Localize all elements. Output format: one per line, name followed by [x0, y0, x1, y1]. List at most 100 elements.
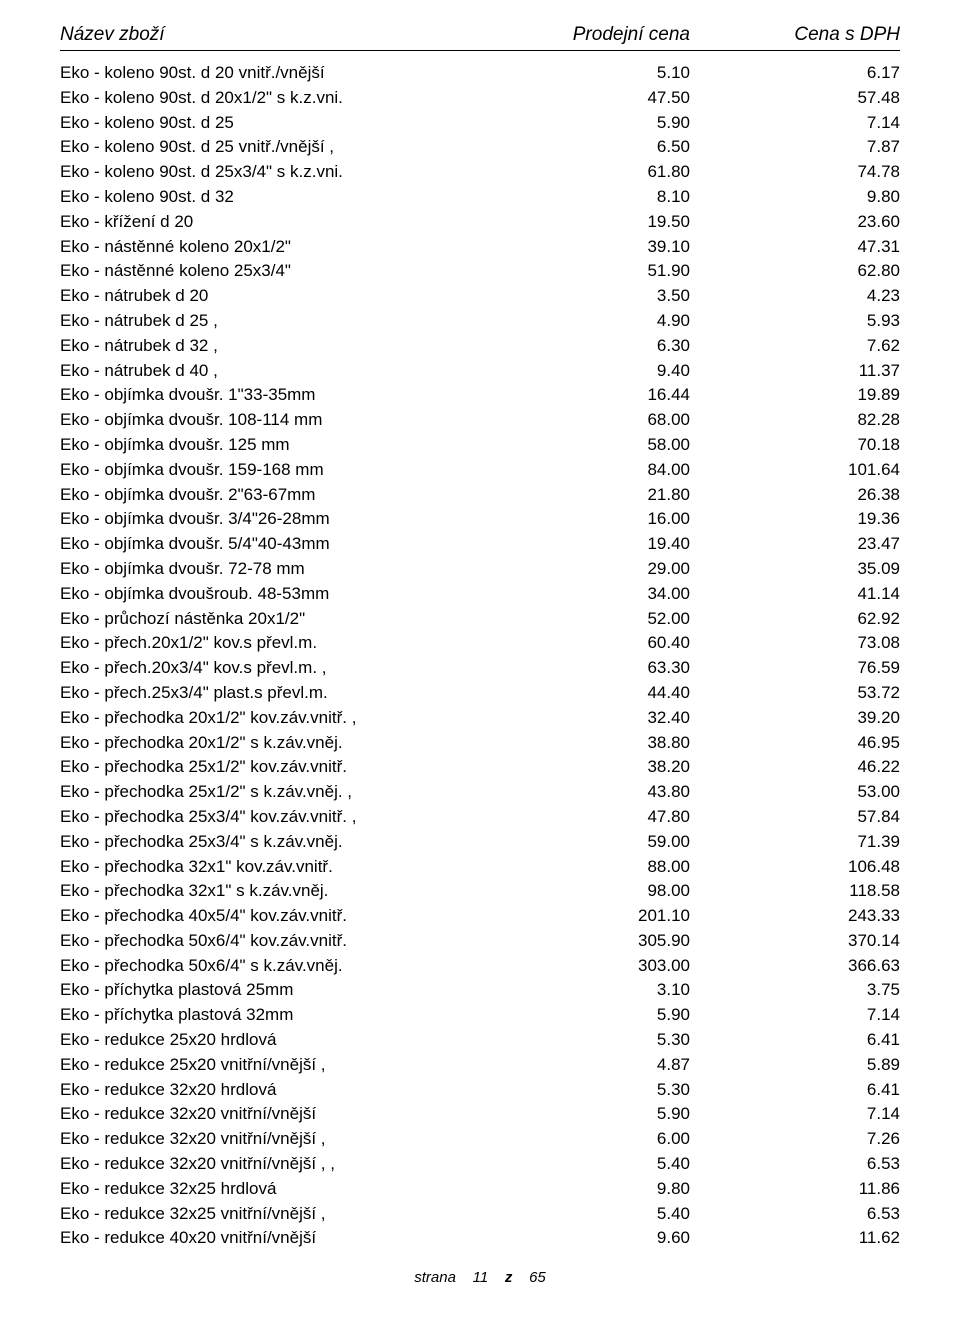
table-row: Eko - přech.20x3/4" kov.s převl.m. ,63.3…	[60, 656, 900, 681]
cell-name: Eko - objímka dvoušr. 3/4"26-28mm	[60, 507, 480, 532]
cell-price1: 61.80	[480, 160, 690, 185]
cell-price2: 4.23	[690, 284, 900, 309]
table-row: Eko - přechodka 25x3/4" s k.záv.vněj.59.…	[60, 830, 900, 855]
table-row: Eko - příchytka plastová 32mm5.907.14	[60, 1003, 900, 1028]
cell-price1: 21.80	[480, 483, 690, 508]
table-row: Eko - přechodka 25x3/4" kov.záv.vnitř. ,…	[60, 805, 900, 830]
cell-price1: 16.00	[480, 507, 690, 532]
cell-name: Eko - přechodka 20x1/2" s k.záv.vněj.	[60, 731, 480, 756]
cell-price1: 6.00	[480, 1127, 690, 1152]
cell-price2: 11.86	[690, 1177, 900, 1202]
table-row: Eko - nástěnné koleno 20x1/2"39.1047.31	[60, 235, 900, 260]
cell-name: Eko - křížení d 20	[60, 210, 480, 235]
cell-name: Eko - objímka dvoušr. 72-78 mm	[60, 557, 480, 582]
cell-price1: 9.60	[480, 1226, 690, 1251]
cell-price1: 303.00	[480, 954, 690, 979]
cell-price2: 35.09	[690, 557, 900, 582]
header-name: Název zboží	[60, 24, 480, 46]
cell-price2: 82.28	[690, 408, 900, 433]
cell-price1: 5.90	[480, 1003, 690, 1028]
cell-name: Eko - přech.20x1/2" kov.s převl.m.	[60, 631, 480, 656]
cell-price2: 6.41	[690, 1078, 900, 1103]
cell-price1: 5.40	[480, 1202, 690, 1227]
cell-name: Eko - přechodka 25x3/4" s k.záv.vněj.	[60, 830, 480, 855]
page-footer: strana 11 z 65	[60, 1269, 900, 1286]
cell-name: Eko - přechodka 25x1/2" kov.záv.vnitř.	[60, 755, 480, 780]
cell-price2: 19.36	[690, 507, 900, 532]
cell-name: Eko - koleno 90st. d 25x3/4" s k.z.vni.	[60, 160, 480, 185]
table-row: Eko - nástěnné koleno 25x3/4"51.9062.80	[60, 259, 900, 284]
table-row: Eko - přechodka 25x1/2" kov.záv.vnitř.38…	[60, 755, 900, 780]
table-row: Eko - přechodka 20x1/2" s k.záv.vněj.38.…	[60, 731, 900, 756]
table-row: Eko - objímka dvoušr. 5/4"40-43mm19.4023…	[60, 532, 900, 557]
cell-price2: 118.58	[690, 879, 900, 904]
table-row: Eko - nátrubek d 203.504.23	[60, 284, 900, 309]
cell-price1: 3.10	[480, 978, 690, 1003]
cell-price1: 84.00	[480, 458, 690, 483]
cell-name: Eko - koleno 90st. d 20x1/2" s k.z.vni.	[60, 86, 480, 111]
cell-name: Eko - objímka dvoušr. 5/4"40-43mm	[60, 532, 480, 557]
table-row: Eko - přech.25x3/4" plast.s převl.m.44.4…	[60, 681, 900, 706]
table-body: Eko - koleno 90st. d 20 vnitř./vnější5.1…	[60, 61, 900, 1251]
table-row: Eko - redukce 25x20 vnitřní/vnější ,4.87…	[60, 1053, 900, 1078]
cell-price2: 11.37	[690, 359, 900, 384]
cell-name: Eko - přechodka 40x5/4" kov.záv.vnitř.	[60, 904, 480, 929]
cell-name: Eko - redukce 25x20 hrdlová	[60, 1028, 480, 1053]
cell-name: Eko - objímka dvoušroub. 48-53mm	[60, 582, 480, 607]
cell-price2: 3.75	[690, 978, 900, 1003]
cell-name: Eko - objímka dvoušr. 159-168 mm	[60, 458, 480, 483]
table-row: Eko - redukce 32x20 vnitřní/vnější5.907.…	[60, 1102, 900, 1127]
cell-price2: 26.38	[690, 483, 900, 508]
cell-name: Eko - přechodka 50x6/4" s k.záv.vněj.	[60, 954, 480, 979]
footer-total: 65	[529, 1269, 546, 1286]
table-row: Eko - průchozí nástěnka 20x1/2"52.0062.9…	[60, 607, 900, 632]
cell-price2: 23.47	[690, 532, 900, 557]
cell-price1: 5.30	[480, 1028, 690, 1053]
cell-price2: 6.53	[690, 1152, 900, 1177]
cell-name: Eko - koleno 90st. d 32	[60, 185, 480, 210]
cell-price1: 305.90	[480, 929, 690, 954]
cell-name: Eko - koleno 90st. d 25 vnitř./vnější ,	[60, 135, 480, 160]
cell-price1: 3.50	[480, 284, 690, 309]
cell-price1: 39.10	[480, 235, 690, 260]
cell-price1: 98.00	[480, 879, 690, 904]
cell-name: Eko - objímka dvoušr. 125 mm	[60, 433, 480, 458]
table-row: Eko - křížení d 2019.5023.60	[60, 210, 900, 235]
cell-price1: 32.40	[480, 706, 690, 731]
table-row: Eko - redukce 32x20 hrdlová5.306.41	[60, 1078, 900, 1103]
cell-price2: 7.62	[690, 334, 900, 359]
table-row: Eko - objímka dvoušr. 3/4"26-28mm16.0019…	[60, 507, 900, 532]
table-row: Eko - redukce 32x20 vnitřní/vnější , ,5.…	[60, 1152, 900, 1177]
cell-price2: 370.14	[690, 929, 900, 954]
table-row: Eko - objímka dvoušr. 125 mm58.0070.18	[60, 433, 900, 458]
cell-name: Eko - objímka dvoušr. 1"33-35mm	[60, 383, 480, 408]
cell-price1: 6.50	[480, 135, 690, 160]
cell-price1: 201.10	[480, 904, 690, 929]
cell-name: Eko - přechodka 32x1" kov.záv.vnitř.	[60, 855, 480, 880]
cell-price1: 5.10	[480, 61, 690, 86]
cell-name: Eko - průchozí nástěnka 20x1/2"	[60, 607, 480, 632]
cell-name: Eko - příchytka plastová 25mm	[60, 978, 480, 1003]
footer-page: 11	[473, 1269, 489, 1286]
cell-price1: 4.90	[480, 309, 690, 334]
cell-name: Eko - redukce 32x25 hrdlová	[60, 1177, 480, 1202]
cell-price2: 39.20	[690, 706, 900, 731]
cell-price1: 38.20	[480, 755, 690, 780]
cell-price2: 74.78	[690, 160, 900, 185]
cell-price2: 5.93	[690, 309, 900, 334]
cell-price1: 8.10	[480, 185, 690, 210]
cell-name: Eko - přechodka 20x1/2" kov.záv.vnitř. ,	[60, 706, 480, 731]
cell-price2: 62.92	[690, 607, 900, 632]
cell-price1: 9.80	[480, 1177, 690, 1202]
header-price1: Prodejní cena	[480, 24, 690, 46]
cell-price2: 23.60	[690, 210, 900, 235]
cell-price2: 7.14	[690, 1102, 900, 1127]
price-list-page: Název zboží Prodejní cena Cena s DPH Eko…	[0, 0, 960, 1306]
cell-price2: 101.64	[690, 458, 900, 483]
cell-price1: 9.40	[480, 359, 690, 384]
cell-price1: 5.40	[480, 1152, 690, 1177]
cell-price1: 6.30	[480, 334, 690, 359]
cell-price1: 51.90	[480, 259, 690, 284]
cell-price2: 57.84	[690, 805, 900, 830]
cell-name: Eko - příchytka plastová 32mm	[60, 1003, 480, 1028]
